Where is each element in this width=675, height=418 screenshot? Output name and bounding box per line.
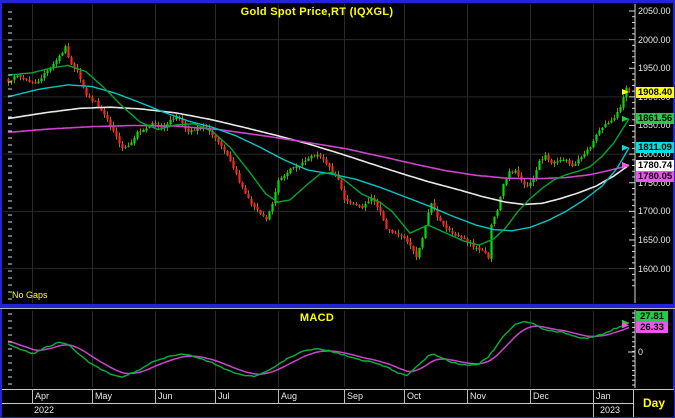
price-axis-label: 1950.00: [638, 63, 671, 73]
price-axis-label: 1850.00: [638, 120, 671, 130]
month-label: Jun: [158, 391, 173, 401]
candle-wicks: [8, 43, 630, 263]
month-label: Nov: [470, 391, 487, 401]
price-axis-label: 2000.00: [638, 35, 671, 45]
year-label: 2022: [34, 405, 55, 415]
price-axis-label: 1700.00: [638, 206, 671, 216]
month-tick: [593, 390, 594, 403]
month-tick: [155, 390, 156, 403]
frame-border-left: [0, 0, 2, 418]
price-flag: 1811.09: [636, 142, 674, 153]
month-tick: [467, 390, 468, 403]
panel-separator[interactable]: [0, 304, 675, 308]
month-label: Oct: [407, 391, 422, 401]
no-gaps-label: No Gaps: [12, 290, 48, 300]
macd-signal-line: [7, 325, 630, 375]
macd-zero-label: 0: [638, 347, 644, 357]
candle-bodies: [7, 46, 630, 259]
ma-fast-line: [7, 64, 630, 246]
month-label: Aug: [281, 391, 298, 401]
month-label: May: [95, 391, 113, 401]
price-flag: 1861.56: [636, 113, 674, 124]
price-axis-label: 1800.00: [638, 149, 671, 159]
month-label: Jan: [596, 391, 611, 401]
panel-separator-line: [0, 308, 675, 309]
month-tick: [32, 390, 33, 403]
interval-selector[interactable]: Day: [633, 389, 674, 417]
year-tick: [593, 404, 594, 417]
price-flag: 1780.74: [636, 160, 674, 171]
macd-line: [7, 320, 630, 378]
month-tick: [344, 390, 345, 403]
year-label: 2023: [600, 405, 621, 415]
price-axis-label: 1650.00: [638, 235, 671, 245]
month-label: Sep: [347, 391, 364, 401]
price-flag: 1780.05: [636, 171, 674, 182]
price-flag: 1908.40: [636, 87, 674, 98]
macd-flag: 27.81: [636, 311, 668, 322]
price-axis[interactable]: 2050.002000.001950.001900.001850.001800.…: [630, 3, 675, 304]
ma-mid-line: [7, 84, 630, 232]
month-tick: [278, 390, 279, 403]
month-label: Apr: [35, 391, 50, 401]
macd-flag: 26.33: [636, 322, 668, 333]
month-label: Jul: [218, 391, 230, 401]
grid-lines: [3, 4, 630, 387]
frame-border-top: [0, 0, 675, 3]
month-tick: [404, 390, 405, 403]
price-axis-label: 1600.00: [638, 264, 671, 274]
month-tick: [92, 390, 93, 403]
time-axis-months[interactable]: Apr May Jun Jul Aug Sep Oct Nov Dec Jan: [2, 389, 633, 403]
frame-border-right: [673, 0, 675, 418]
price-axis-label: 1750.00: [638, 178, 671, 188]
month-tick: [530, 390, 531, 403]
ma-long-line: [7, 124, 630, 180]
month-label: Dec: [533, 391, 550, 401]
axis-ticks: [8, 4, 636, 388]
time-axis-years[interactable]: 2022 2023: [2, 403, 633, 417]
macd-axis[interactable]: 0 27.81 26.33: [630, 310, 675, 389]
last-value-arrows: [622, 89, 629, 329]
month-tick: [215, 390, 216, 403]
price-axis-label: 2050.00: [638, 6, 671, 16]
